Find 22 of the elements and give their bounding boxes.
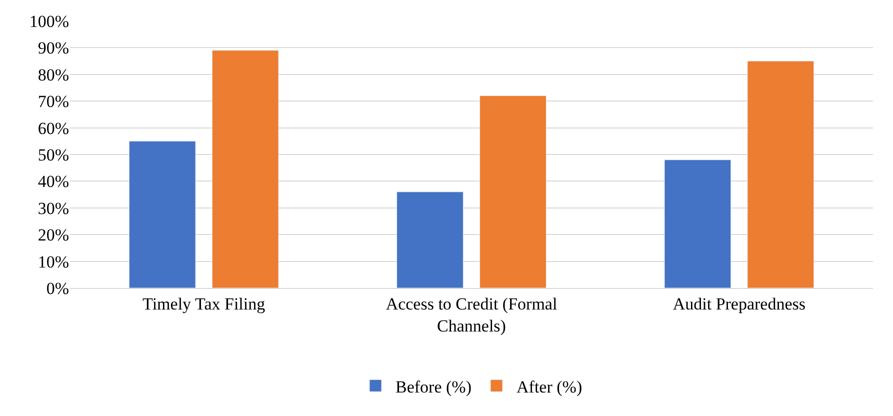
y-tick-label: 90% (38, 38, 69, 58)
x-tick-label: Access to Credit (Formal Channels) (386, 294, 558, 336)
bar (480, 96, 546, 288)
y-tick-label: 40% (38, 172, 69, 192)
legend-label: Before (%) (396, 377, 472, 396)
bar (747, 60, 814, 288)
y-tick-label: 50% (38, 145, 69, 164)
y-tick-label: 80% (38, 65, 69, 84)
x-tick-label: Timely Tax Filing (142, 294, 266, 314)
bar (212, 50, 279, 288)
y-tick-label: 10% (38, 252, 69, 272)
y-tick-label: 0% (46, 278, 69, 298)
y-tick-label: 70% (38, 92, 69, 112)
y-tick-label: 30% (38, 198, 69, 218)
y-tick-label: 100% (29, 12, 69, 31)
bar (396, 192, 464, 288)
bar (664, 160, 732, 288)
bar (128, 140, 196, 288)
x-tick-label: Audit Preparedness (672, 294, 806, 314)
y-tick-label: 60% (38, 118, 69, 138)
legend-label: After (%) (516, 377, 582, 396)
y-tick-label: 20% (38, 226, 69, 245)
